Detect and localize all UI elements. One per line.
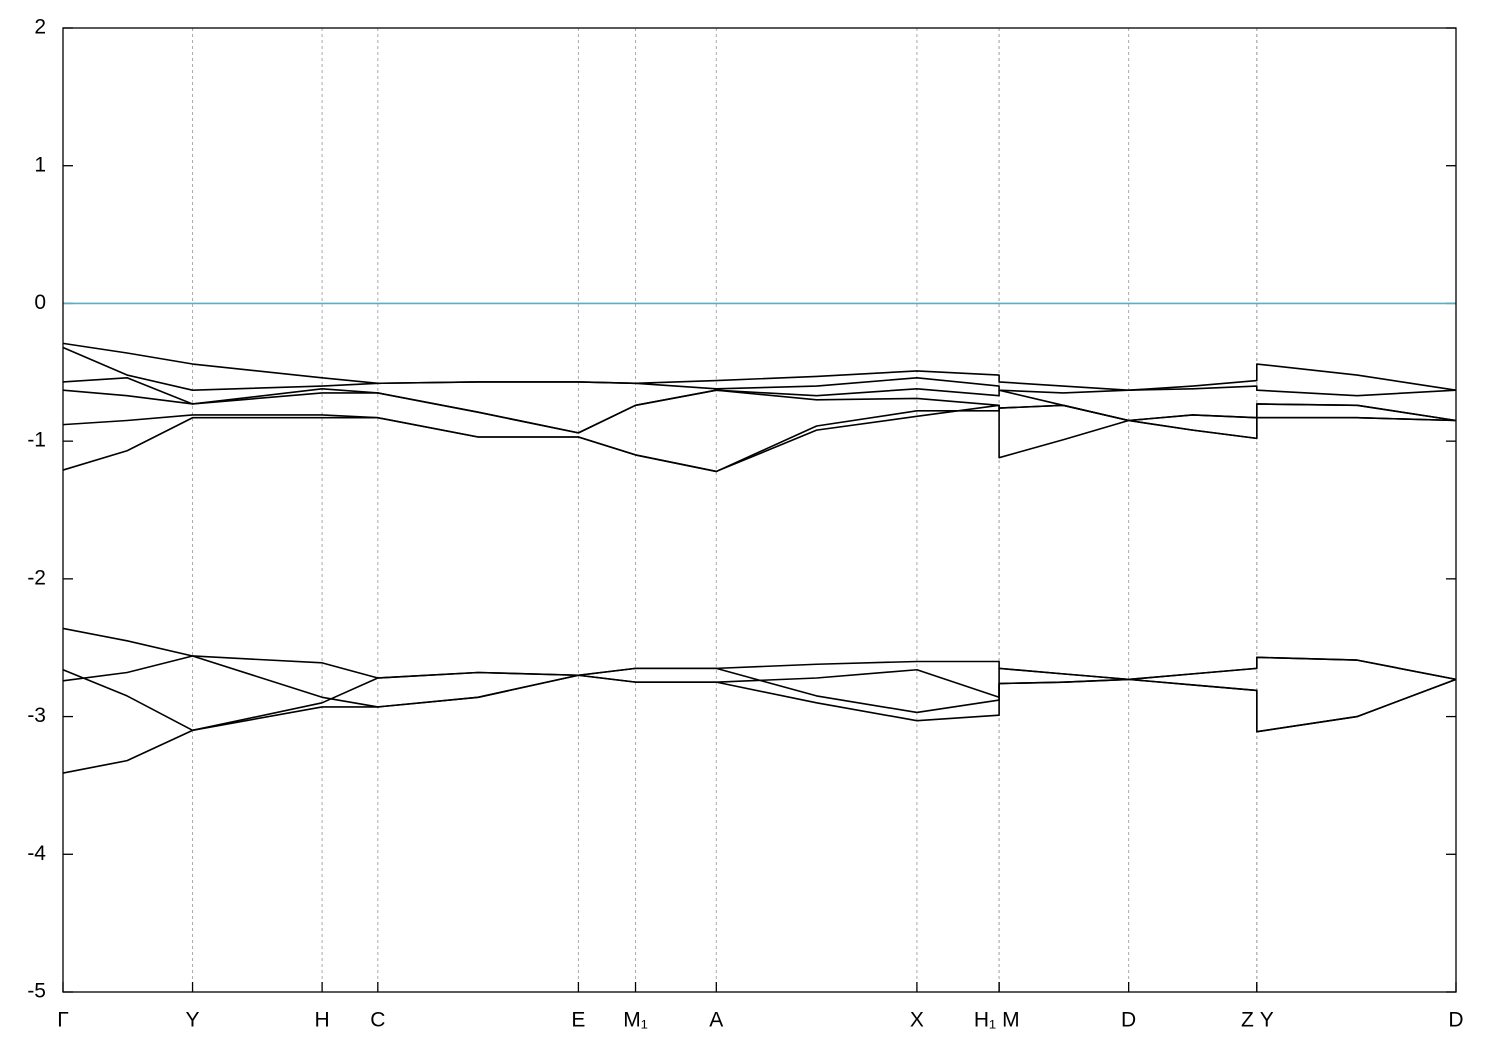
y-tick-label: -1 [27, 429, 46, 452]
band-line [62, 668, 1457, 733]
x-tick-label: A [709, 1009, 723, 1032]
x-tick-label: Z [1241, 1009, 1254, 1032]
x-tick-label: D [1448, 1009, 1463, 1032]
x-tick-label: M₁ [623, 1009, 648, 1032]
y-tick-label: -2 [27, 566, 46, 589]
y-tick-label: 1 [34, 153, 46, 176]
y-tick-label: -5 [27, 980, 46, 1003]
y-tick-label: 0 [34, 291, 46, 314]
x-tick-label: Y [1260, 1009, 1274, 1032]
band-line [62, 655, 1457, 714]
x-tick-label: E [571, 1009, 585, 1032]
x-tick-label: Γ [57, 1009, 69, 1032]
x-tick-label: D [1121, 1009, 1136, 1032]
x-tick-label: M [1002, 1009, 1020, 1032]
x-tick-label: C [370, 1009, 385, 1032]
x-tick-label: H [315, 1009, 330, 1032]
band-line [62, 342, 1457, 391]
y-tick-label: 2 [34, 16, 46, 39]
plot-frame [62, 27, 1457, 993]
x-tick-label: X [910, 1009, 924, 1032]
band-line [62, 389, 1457, 434]
y-tick-label: -3 [27, 704, 46, 727]
y-tick-label: -4 [27, 842, 46, 865]
x-tick-label: Y [186, 1009, 200, 1032]
band-line [62, 346, 1457, 397]
band-line [62, 403, 1457, 473]
band-line [62, 627, 1457, 681]
band-line [62, 404, 1457, 473]
band-line [62, 674, 1457, 774]
x-tick-label: H₁ [974, 1009, 996, 1032]
